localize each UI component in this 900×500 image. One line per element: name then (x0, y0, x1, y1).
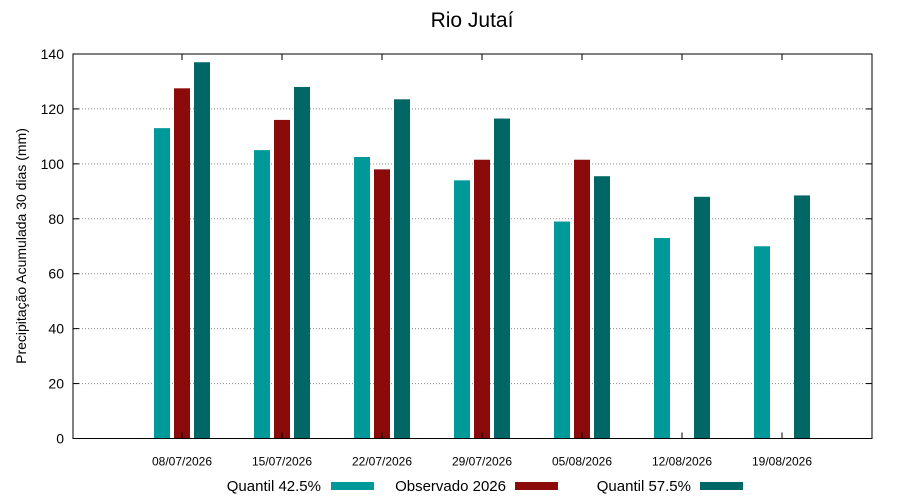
y-axis-label: Precipitação Acumulada 30 dias (mm) (13, 128, 29, 364)
y-axis: 0 20 40 60 80 100 120 140 (41, 46, 872, 447)
bar (654, 238, 670, 439)
x-tick-label: 12/08/2026 (652, 455, 712, 469)
legend-label: Quantil 57.5% (597, 478, 691, 495)
y-tick-label: 100 (41, 156, 65, 172)
y-tick-label: 120 (41, 101, 65, 117)
legend-swatch (700, 482, 743, 490)
bar (194, 62, 210, 439)
bar (154, 128, 170, 439)
bar (754, 246, 770, 439)
bar (694, 196, 710, 439)
bar (354, 156, 370, 439)
bar (474, 159, 490, 439)
bar (394, 99, 410, 439)
x-tick-label: 19/08/2026 (752, 455, 812, 469)
bar (494, 118, 510, 439)
bar (374, 169, 390, 439)
bar (554, 221, 570, 439)
bar (174, 88, 190, 439)
bars (154, 62, 810, 439)
bar (454, 180, 470, 439)
x-tick-label: 22/07/2026 (352, 455, 412, 469)
y-tick-label: 40 (48, 321, 64, 337)
legend-label: Observado 2026 (395, 478, 506, 495)
x-axis: 08/07/2026 15/07/2026 22/07/2026 29/07/2026… (152, 54, 812, 469)
x-tick-label: 29/07/2026 (452, 455, 512, 469)
chart-title: Rio Jutaí (431, 9, 514, 32)
bar (294, 86, 310, 439)
bar (274, 119, 290, 439)
legend-swatch (515, 482, 558, 490)
x-tick-label: 08/07/2026 (152, 455, 212, 469)
bar (794, 195, 810, 439)
y-tick-label: 0 (56, 431, 64, 447)
plot-frame (72, 53, 873, 439)
y-tick-label: 140 (41, 46, 65, 62)
y-tick-label: 60 (48, 266, 64, 282)
x-tick-label: 05/08/2026 (552, 455, 612, 469)
legend-swatch (331, 482, 374, 490)
bar (594, 176, 610, 439)
legend-label: Quantil 42.5% (227, 478, 321, 495)
legend: Quantil 42.5% Observado 2026 Quantil 57.5% (227, 478, 743, 495)
y-tick-label: 80 (48, 211, 64, 227)
bar (574, 159, 590, 439)
grid-lines (73, 108, 872, 385)
x-tick-label: 15/07/2026 (252, 455, 312, 469)
bar (254, 150, 270, 439)
y-tick-label: 20 (48, 376, 64, 392)
